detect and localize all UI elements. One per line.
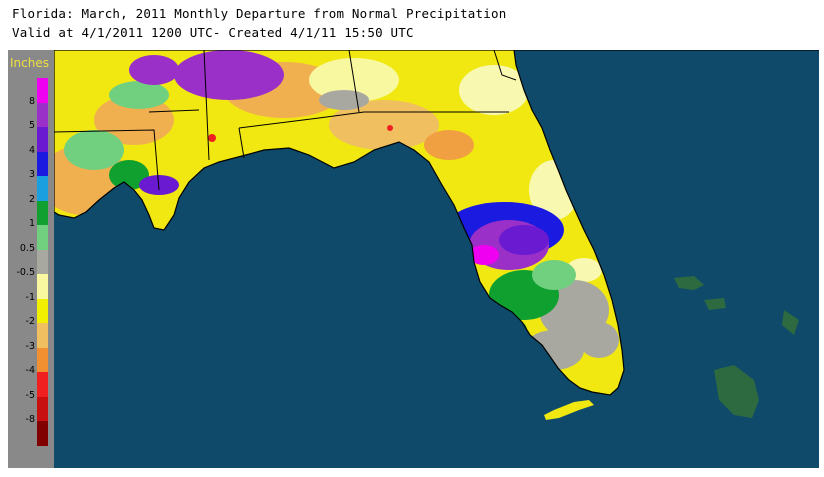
- legend-tick-label: 3: [28, 169, 35, 180]
- legend-swatch: [37, 225, 48, 250]
- precipitation-map: [54, 50, 819, 468]
- legend-tick-label: 1: [28, 218, 35, 229]
- map-title: Florida: March, 2011 Monthly Departure f…: [12, 6, 507, 21]
- legend-swatch: [37, 421, 48, 446]
- legend-swatch: [37, 78, 48, 103]
- legend-tick-label: -2: [25, 316, 35, 327]
- legend-swatch: [37, 298, 48, 323]
- legend-tick-label: 5: [28, 120, 35, 131]
- legend-swatch: [37, 249, 48, 274]
- legend-swatch: [37, 200, 48, 225]
- legend-swatch: [37, 151, 48, 176]
- legend-swatch: [37, 396, 48, 421]
- map-subtitle: Valid at 4/1/2011 1200 UTC- Created 4/1/…: [12, 25, 414, 40]
- legend-tick-label: -5: [25, 389, 35, 401]
- legend-swatch: [37, 176, 48, 201]
- legend-swatch: [37, 347, 48, 372]
- legend-swatch: [37, 372, 48, 397]
- legend-tick-label: 2: [28, 193, 35, 205]
- legend-swatch: [37, 127, 48, 152]
- legend-units: Inches: [10, 56, 49, 70]
- legend-swatch: [37, 323, 48, 348]
- legend-tick-label: -1: [25, 291, 35, 303]
- legend-swatch: [37, 102, 48, 127]
- legend-tick-label: -8: [25, 414, 35, 425]
- legend-tick-label: -0.5: [16, 267, 35, 278]
- legend-tick-label: 0.5: [19, 242, 35, 254]
- legend-swatch: [37, 274, 48, 299]
- legend-tick-label: -3: [25, 340, 35, 352]
- legend-tick-label: 4: [28, 144, 35, 156]
- legend-tick-label: 8: [28, 95, 35, 107]
- color-legend: Inches 8 5 4 3 2 1 0.5 -0.5 -1 -2 -3 -4 -5 -8: [8, 50, 54, 468]
- legend-tick-label: -4: [25, 365, 35, 376]
